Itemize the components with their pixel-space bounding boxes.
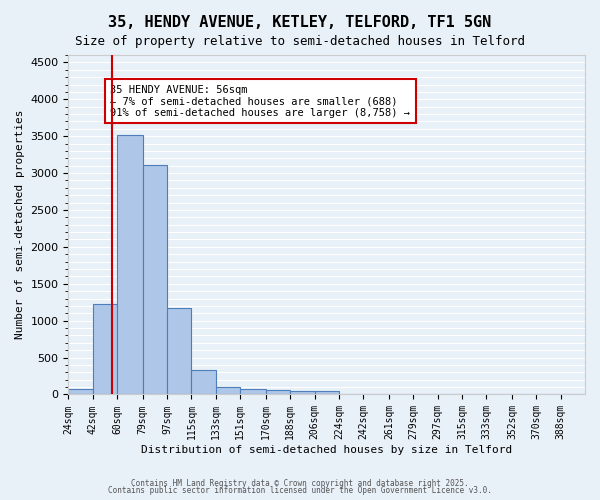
Bar	[266, 390, 290, 394]
Bar	[314, 391, 339, 394]
Bar	[143, 165, 167, 394]
Text: Contains HM Land Registry data © Crown copyright and database right 2025.: Contains HM Land Registry data © Crown c…	[131, 478, 469, 488]
Bar	[191, 370, 216, 394]
Bar	[117, 136, 143, 394]
Text: Contains public sector information licensed under the Open Government Licence v3: Contains public sector information licen…	[108, 486, 492, 495]
Bar	[68, 390, 93, 394]
X-axis label: Distribution of semi-detached houses by size in Telford: Distribution of semi-detached houses by …	[141, 445, 512, 455]
Text: 35 HENDY AVENUE: 56sqm
← 7% of semi-detached houses are smaller (688)
91% of sem: 35 HENDY AVENUE: 56sqm ← 7% of semi-deta…	[110, 84, 410, 117]
Bar	[93, 304, 117, 394]
Text: 35, HENDY AVENUE, KETLEY, TELFORD, TF1 5GN: 35, HENDY AVENUE, KETLEY, TELFORD, TF1 5…	[109, 15, 491, 30]
Bar	[216, 387, 240, 394]
Bar	[240, 390, 266, 394]
Text: Size of property relative to semi-detached houses in Telford: Size of property relative to semi-detach…	[75, 35, 525, 48]
Bar	[167, 308, 191, 394]
Bar	[290, 391, 314, 394]
Y-axis label: Number of semi-detached properties: Number of semi-detached properties	[15, 110, 25, 340]
